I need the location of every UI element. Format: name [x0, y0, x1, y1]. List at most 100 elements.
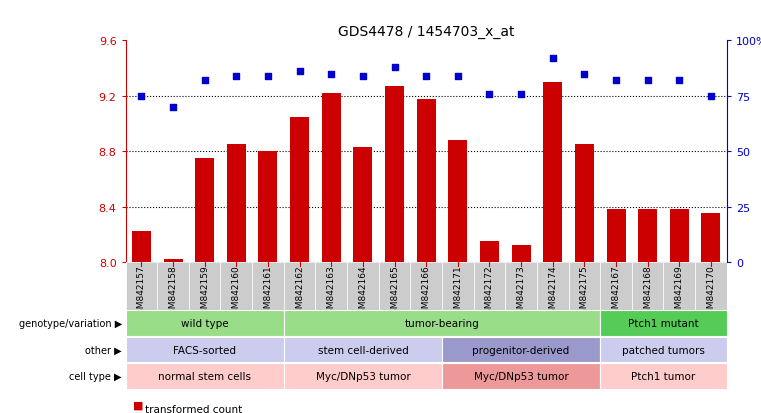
Text: GSM842170: GSM842170 [706, 265, 715, 319]
Bar [537, 262, 568, 310]
Bar [442, 262, 473, 310]
Bar [158, 262, 189, 310]
Point [420, 74, 432, 80]
Bar [189, 262, 221, 310]
Bar [259, 152, 278, 262]
Text: GSM842174: GSM842174 [548, 265, 557, 319]
Point [294, 69, 306, 76]
Point [135, 93, 148, 100]
Bar [702, 214, 721, 262]
Text: Myc/DNp53 tumor: Myc/DNp53 tumor [316, 371, 410, 381]
Bar [543, 83, 562, 262]
Bar [284, 311, 600, 336]
Text: other ▶: other ▶ [85, 345, 122, 355]
Bar [379, 262, 410, 310]
Point [578, 71, 591, 78]
Text: GSM842160: GSM842160 [232, 265, 240, 319]
Point [546, 56, 559, 62]
Bar [221, 262, 252, 310]
Point [610, 78, 622, 84]
Bar [600, 337, 727, 363]
Bar [417, 99, 435, 262]
Text: GSM842161: GSM842161 [263, 265, 272, 319]
Bar [568, 262, 600, 310]
Text: GSM842173: GSM842173 [517, 265, 526, 319]
Bar [480, 242, 499, 262]
Point [705, 93, 717, 100]
Bar [473, 262, 505, 310]
Text: transformed count: transformed count [145, 404, 242, 413]
Point [262, 74, 274, 80]
Text: GSM842164: GSM842164 [358, 265, 368, 319]
Bar [511, 246, 530, 262]
Bar [126, 337, 284, 363]
Bar [284, 262, 315, 310]
Point [452, 74, 464, 80]
Bar [126, 262, 158, 310]
Point [357, 74, 369, 80]
Bar [164, 259, 183, 262]
Bar [126, 311, 284, 336]
Text: GSM842171: GSM842171 [454, 265, 462, 319]
Text: GSM842168: GSM842168 [643, 265, 652, 319]
Text: GSM842163: GSM842163 [326, 265, 336, 319]
Text: GSM842157: GSM842157 [137, 265, 146, 319]
Bar [607, 210, 626, 262]
Point [642, 78, 654, 84]
Text: normal stem cells: normal stem cells [158, 371, 251, 381]
Point [231, 74, 243, 80]
Text: progenitor-derived: progenitor-derived [473, 345, 570, 355]
Point [325, 71, 337, 78]
Text: tumor-bearing: tumor-bearing [405, 318, 479, 328]
Text: wild type: wild type [181, 318, 228, 328]
Text: GSM842167: GSM842167 [612, 265, 620, 319]
Point [483, 91, 495, 97]
Text: GSM842172: GSM842172 [485, 265, 494, 319]
Bar [664, 262, 695, 310]
Bar [353, 147, 372, 262]
Bar [600, 262, 632, 310]
Point [199, 78, 211, 84]
Text: GSM842165: GSM842165 [390, 265, 399, 319]
Text: FACS-sorted: FACS-sorted [174, 345, 236, 355]
Bar [448, 141, 467, 262]
Text: cell type ▶: cell type ▶ [69, 371, 122, 381]
Bar [410, 262, 442, 310]
Bar [505, 262, 537, 310]
Bar [575, 145, 594, 262]
Text: GSM842166: GSM842166 [422, 265, 431, 319]
Bar [315, 262, 347, 310]
Text: stem cell-derived: stem cell-derived [317, 345, 408, 355]
Title: GDS4478 / 1454703_x_at: GDS4478 / 1454703_x_at [338, 25, 514, 39]
Text: GSM842162: GSM842162 [295, 265, 304, 319]
Bar [195, 159, 214, 262]
Text: GSM842159: GSM842159 [200, 265, 209, 319]
Text: GSM842158: GSM842158 [168, 265, 177, 319]
Bar [347, 262, 379, 310]
Text: patched tumors: patched tumors [622, 345, 705, 355]
Bar [695, 262, 727, 310]
Text: Myc/DNp53 tumor: Myc/DNp53 tumor [473, 371, 568, 381]
Bar [442, 363, 600, 389]
Bar [632, 262, 664, 310]
Point [515, 91, 527, 97]
Bar [385, 87, 404, 262]
Text: GSM842175: GSM842175 [580, 265, 589, 319]
Bar [290, 117, 309, 262]
Text: ■: ■ [133, 411, 144, 413]
Point [673, 78, 686, 84]
Bar [600, 311, 727, 336]
Bar [638, 210, 658, 262]
Bar [252, 262, 284, 310]
Bar [132, 232, 151, 262]
Point [388, 64, 400, 71]
Bar [442, 337, 600, 363]
Point [167, 104, 179, 111]
Bar [126, 363, 284, 389]
Text: Ptch1 mutant: Ptch1 mutant [628, 318, 699, 328]
Text: GSM842169: GSM842169 [675, 265, 684, 319]
Bar [322, 94, 341, 262]
Bar [284, 363, 442, 389]
Bar [670, 210, 689, 262]
Bar [227, 145, 246, 262]
